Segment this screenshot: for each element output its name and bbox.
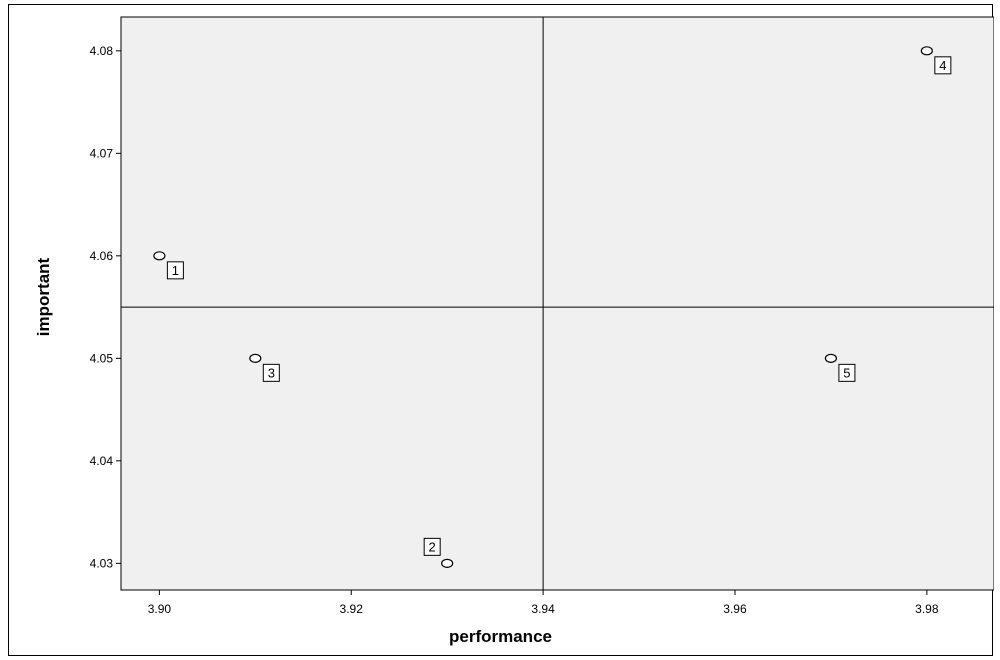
data-point-marker [249, 353, 262, 363]
data-point-label-box [934, 56, 952, 75]
data-point-label: 2 [429, 539, 436, 554]
data-point-label: 3 [268, 365, 275, 380]
y-tick-label: 4.06 [90, 249, 114, 263]
axis-ticks: 3.90 3.92 3.94 3.96 3.98 4.03 4.04 4.05 4.06 4.07… [90, 44, 939, 616]
x-tick-label: 3.94 [531, 602, 555, 616]
x-tick-label: 3.90 [148, 602, 172, 616]
data-point-marker [153, 251, 166, 261]
data-point-label: 5 [843, 365, 850, 380]
data-points: 1 2 3 4 5 [153, 46, 952, 568]
x-axis-title: performance [449, 627, 552, 646]
plot-area [120, 16, 994, 591]
chart-frame: 3.90 3.92 3.94 3.96 3.98 4.03 4.04 4.05 4.06 4.07… [8, 4, 994, 656]
data-point-label-box [423, 537, 441, 556]
data-point-marker [824, 353, 838, 363]
y-tick-label: 4.03 [90, 556, 114, 570]
data-point-label-box [262, 363, 280, 382]
reference-lines [121, 17, 994, 590]
data-point-label-box [838, 363, 856, 382]
y-axis-title: important [34, 257, 53, 336]
x-tick-label: 3.98 [915, 602, 939, 616]
y-tick-label: 4.04 [90, 454, 114, 468]
x-tick-label: 3.96 [723, 602, 747, 616]
y-tick-label: 4.05 [90, 351, 114, 365]
data-point-label: 1 [172, 263, 179, 278]
data-point-marker [441, 558, 454, 568]
data-point-label: 4 [939, 58, 946, 73]
data-point-label-box [166, 261, 184, 280]
scatter-chart: 3.90 3.92 3.94 3.96 3.98 4.03 4.04 4.05 4.06 4.07… [34, 16, 994, 646]
y-tick-label: 4.08 [90, 44, 114, 58]
y-tick-label: 4.07 [90, 146, 114, 160]
data-point-marker [920, 46, 933, 56]
x-tick-label: 3.92 [340, 602, 364, 616]
